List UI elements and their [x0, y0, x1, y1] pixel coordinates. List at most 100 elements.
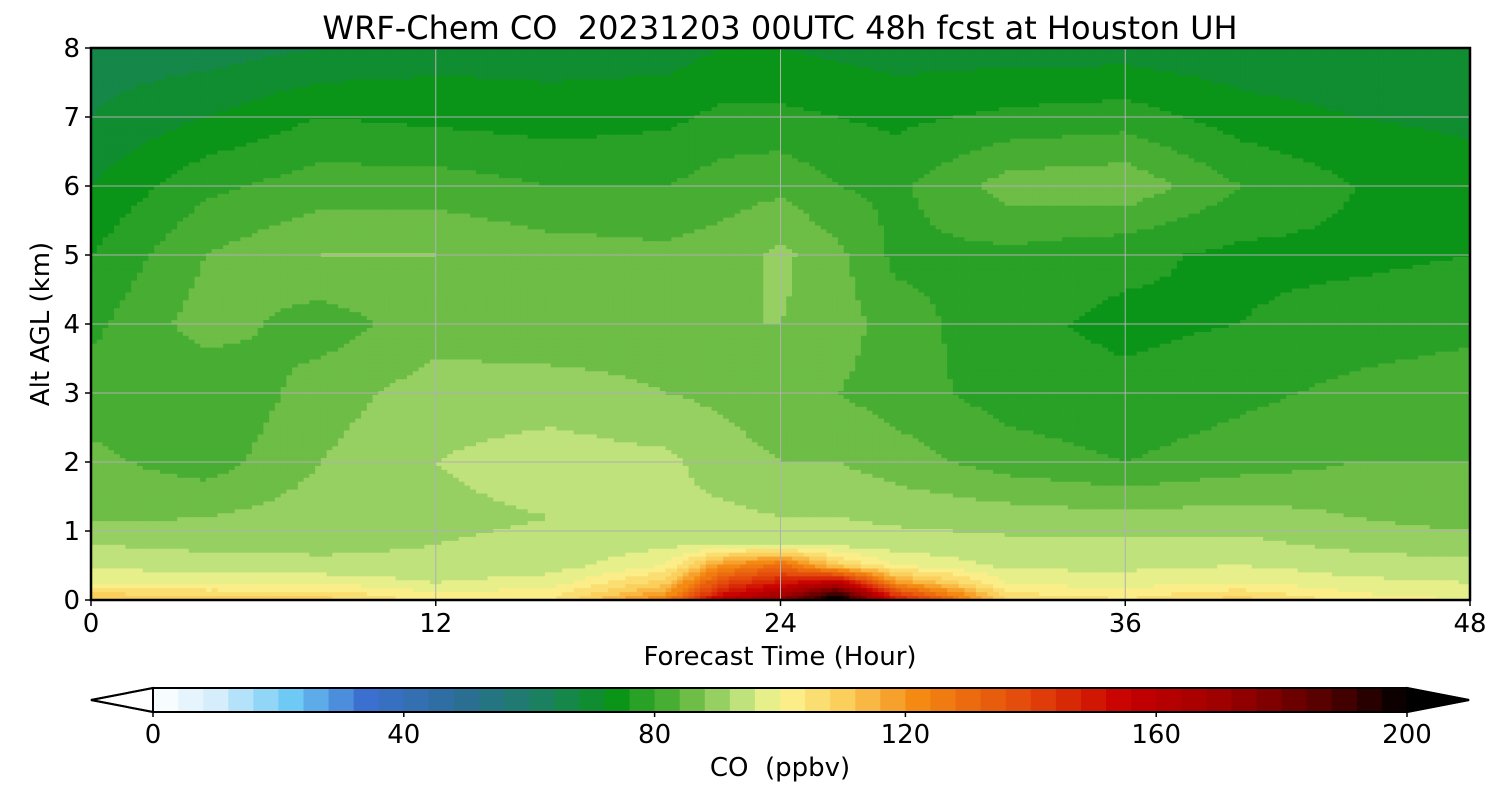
co-cell	[712, 83, 718, 88]
co-cell	[918, 52, 924, 57]
co-cell	[1045, 123, 1051, 128]
co-cell	[729, 99, 735, 104]
co-cell	[171, 123, 177, 128]
co-cell	[464, 72, 470, 77]
co-cell	[1367, 103, 1373, 108]
co-cell	[867, 107, 873, 112]
co-cell	[631, 68, 637, 73]
co-cell	[556, 83, 562, 88]
co-cell	[424, 83, 430, 88]
co-cell	[1171, 76, 1177, 81]
co-cell	[781, 87, 787, 92]
co-cell	[1200, 87, 1206, 92]
co-cell	[763, 103, 769, 108]
co-cell	[137, 60, 143, 65]
co-cell	[890, 52, 896, 57]
co-cell	[1395, 56, 1401, 61]
co-cell	[648, 68, 654, 73]
co-cell	[579, 103, 585, 108]
co-cell	[987, 87, 993, 92]
co-cell	[384, 119, 390, 124]
co-cell	[482, 60, 488, 65]
co-cell	[1091, 52, 1097, 57]
co-cell	[999, 64, 1005, 69]
co-cell	[832, 72, 838, 77]
co-cell	[206, 123, 212, 128]
co-cell	[252, 83, 258, 88]
co-cell	[970, 68, 976, 73]
co-cell	[447, 60, 453, 65]
co-cell	[913, 91, 919, 96]
co-cell	[683, 91, 689, 96]
co-cell	[459, 52, 465, 57]
co-cell	[1114, 80, 1120, 85]
co-cell	[712, 99, 718, 104]
co-cell	[964, 127, 970, 132]
co-cell	[1252, 68, 1258, 73]
co-cell	[401, 103, 407, 108]
co-cell	[712, 52, 718, 57]
co-cell	[545, 95, 551, 100]
co-cell	[1275, 83, 1281, 88]
co-cell	[884, 95, 890, 100]
co-cell	[953, 76, 959, 81]
co-cell	[453, 111, 459, 116]
co-cell	[545, 64, 551, 69]
co-cell	[200, 60, 206, 65]
co-cell	[453, 119, 459, 124]
co-cell	[1424, 91, 1430, 96]
co-cell	[235, 107, 241, 112]
co-cell	[815, 99, 821, 104]
co-cell	[1039, 60, 1045, 65]
co-cell	[1349, 68, 1355, 73]
co-cell	[1005, 52, 1011, 57]
co-cell	[706, 123, 712, 128]
co-cell	[464, 64, 470, 69]
co-cell	[108, 103, 114, 108]
co-cell	[338, 99, 344, 104]
co-cell	[183, 56, 189, 61]
co-cell	[1217, 64, 1223, 69]
co-cell	[821, 127, 827, 132]
co-cell	[1240, 103, 1246, 108]
co-cell	[608, 83, 614, 88]
co-cell	[1022, 91, 1028, 96]
co-cell	[442, 103, 448, 108]
co-cell	[470, 123, 476, 128]
co-cell	[350, 107, 356, 112]
co-cell	[700, 95, 706, 100]
co-cell	[1177, 76, 1183, 81]
co-cell	[470, 80, 476, 85]
co-cell	[160, 111, 166, 116]
co-cell	[712, 80, 718, 85]
co-cell	[378, 60, 384, 65]
co-cell	[1332, 103, 1338, 108]
co-cell	[855, 56, 861, 61]
co-cell	[1367, 76, 1373, 81]
co-cell	[1114, 111, 1120, 116]
co-cell	[125, 68, 131, 73]
co-cell	[849, 60, 855, 65]
co-cell	[148, 91, 154, 96]
co-cell	[1171, 111, 1177, 116]
co-cell	[533, 83, 539, 88]
co-cell	[148, 68, 154, 73]
co-cell	[970, 56, 976, 61]
co-cell	[666, 91, 672, 96]
co-cell	[1349, 60, 1355, 65]
co-cell	[1447, 103, 1453, 108]
co-cell	[1016, 103, 1022, 108]
co-cell	[528, 103, 534, 108]
co-cell	[413, 107, 419, 112]
co-cell	[367, 95, 373, 100]
co-cell	[792, 123, 798, 128]
co-cell	[131, 87, 137, 92]
co-cell	[189, 80, 195, 85]
co-cell	[148, 76, 154, 81]
co-cell	[694, 103, 700, 108]
co-cell	[361, 123, 367, 128]
co-cell	[1114, 95, 1120, 100]
co-cell	[591, 99, 597, 104]
co-cell	[683, 60, 689, 65]
co-cell	[493, 68, 499, 73]
